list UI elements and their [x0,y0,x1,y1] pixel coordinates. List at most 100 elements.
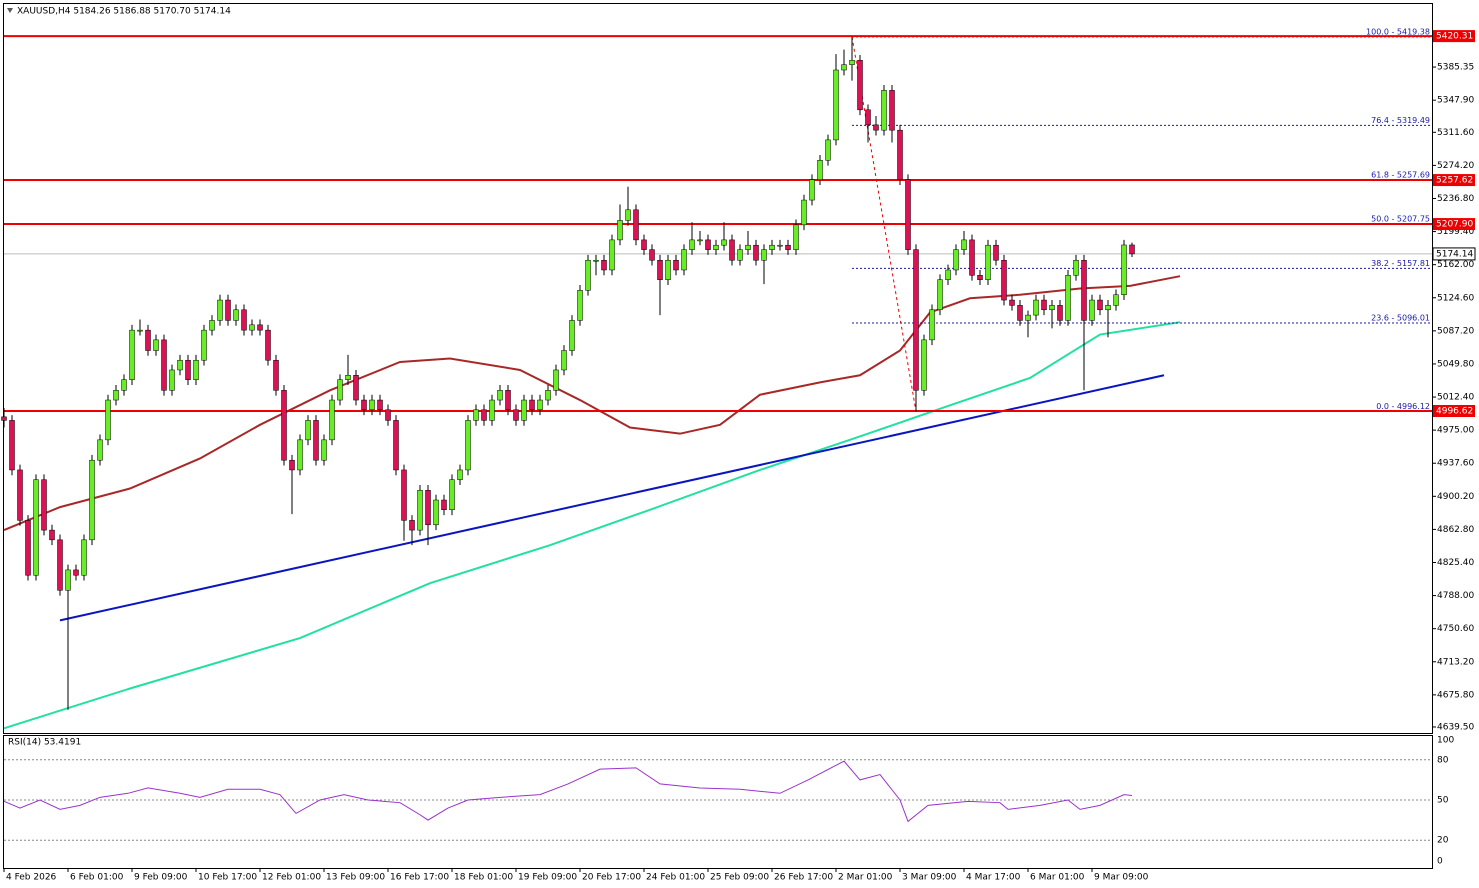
fib-label: 38.2 - 5157.81 [1371,259,1430,268]
candle-body [785,244,791,250]
level-label: 5257.62 [1436,176,1473,186]
y-tick-label: 5311.60 [1437,128,1474,138]
candle-body [897,129,903,180]
candle-body [489,399,495,421]
candle-body [153,339,159,351]
candle-body [425,490,431,526]
candle-body [889,90,895,131]
candle-body [945,269,951,280]
y-tick-label: 5199.40 [1437,227,1474,237]
candle-body [185,359,191,380]
candle-body [297,439,303,471]
symbol-icon [7,8,13,13]
candle-body [817,160,823,180]
candle-body [337,379,343,401]
candle-body [697,239,703,242]
rsi-tick-label: 50 [1437,796,1449,806]
x-tick-label: 3 Mar 09:00 [902,873,957,883]
candle-body [353,375,359,401]
candle-body [89,459,95,541]
candle-body [329,399,335,441]
y-tick-label: 4639.50 [1437,722,1474,732]
y-tick-label: 4750.60 [1437,624,1474,634]
candle-body [57,539,63,591]
candle-body [377,399,383,411]
candle-body [681,249,687,271]
fib-label: 61.8 - 5257.69 [1371,170,1430,179]
candle-body [193,359,199,380]
candle-body [713,244,719,250]
rsi-line [3,760,1133,823]
candle-body [73,569,79,576]
candle-body [145,329,151,351]
candle-body [833,69,839,141]
candle-body [81,539,87,576]
fib-label: 23.6 - 5096.01 [1371,314,1430,323]
candle-body [137,329,143,332]
candle-body [449,479,455,511]
trendline [59,374,1165,622]
candle-body [641,239,647,250]
x-tick-label: 20 Feb 17:00 [582,873,641,883]
candle-body [769,244,775,250]
candle-body [273,359,279,391]
y-tick-label: 4900.20 [1437,492,1474,502]
candle-body [913,249,919,391]
candle-body [665,259,671,280]
x-tick-label: 25 Feb 09:00 [710,873,769,883]
candle-body [729,239,735,261]
candle-body [961,239,967,250]
candle-body [233,309,239,321]
candle-body [473,409,479,421]
candle-body [1105,305,1111,311]
candle-body [625,209,631,221]
candle-body [265,329,271,361]
candle-body [345,375,351,380]
rsi-frame [3,735,1433,869]
candle-body [129,329,135,380]
x-tick-label: 6 Mar 01:00 [1030,873,1085,883]
candle-body [1121,244,1127,296]
candle-body [649,249,655,261]
y-tick-label: 4675.80 [1437,690,1474,700]
rsi-tick-label: 20 [1437,836,1449,846]
y-tick-label: 5274.20 [1437,161,1474,171]
candle-body [977,275,983,280]
x-tick-label: 9 Feb 09:00 [134,873,188,883]
fib-label: 50.0 - 5207.75 [1371,215,1430,224]
candle-body [289,459,295,471]
level-box [1433,218,1475,231]
candle-body [1025,314,1031,321]
x-tick-label: 13 Feb 09:00 [326,873,385,883]
candle-body [409,520,415,531]
y-tick-label: 5347.90 [1437,96,1474,106]
y-tick-label: 4937.60 [1437,459,1474,469]
x-tick-label: 12 Feb 01:00 [262,873,321,883]
candle-body [177,359,183,371]
candle-body [601,259,607,271]
candle-body [657,259,663,280]
candle-body [865,109,871,126]
level-label: 5420.31 [1436,32,1473,42]
x-tick-label: 18 Feb 01:00 [454,873,513,883]
y-tick-label: 5049.80 [1437,359,1474,369]
current-price-label: 5174.14 [1436,249,1473,259]
candle-body [217,299,223,321]
candle-body [441,499,447,511]
y-tick-label: 4825.40 [1437,558,1474,568]
x-tick-label: 26 Feb 17:00 [774,873,833,883]
x-tick-label: 2 Mar 01:00 [838,873,893,883]
candle-body [881,90,887,131]
candle-body [209,320,215,331]
candle-body [737,249,743,261]
candle-body [1081,259,1087,321]
candle-body [633,209,639,241]
candle-body [401,469,407,521]
candle-body [513,409,519,421]
candle-body [561,350,567,371]
candle-body [921,339,927,391]
candle-body [121,379,127,391]
candle-body [617,220,623,241]
candle-body [553,369,559,391]
y-tick-label: 4975.00 [1437,426,1474,436]
